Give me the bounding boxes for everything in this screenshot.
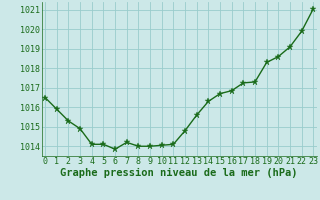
X-axis label: Graphe pression niveau de la mer (hPa): Graphe pression niveau de la mer (hPa) [60,168,298,178]
